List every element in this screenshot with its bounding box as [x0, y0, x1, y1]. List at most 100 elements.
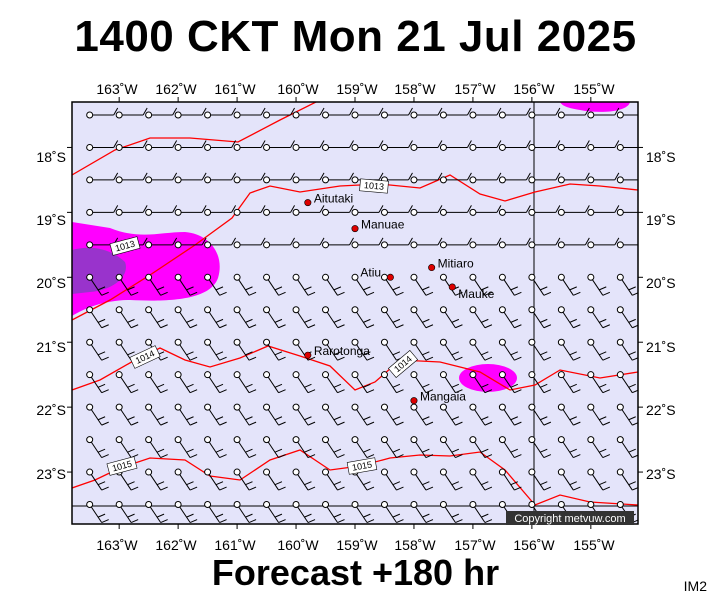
- wind-barb: [233, 172, 266, 184]
- lon-label: 163˚W: [96, 81, 138, 97]
- wind-barb: [616, 306, 638, 329]
- lon-label: 160˚W: [277, 81, 319, 97]
- wind-barb: [351, 205, 384, 216]
- wind-barb: [439, 468, 463, 491]
- wind-barb: [263, 107, 295, 119]
- wind-barb: [351, 436, 375, 459]
- wind-barb: [439, 237, 472, 249]
- wind-barb: [204, 338, 227, 361]
- wind-barb: [322, 501, 345, 523]
- wind-barb: [439, 172, 472, 184]
- wind-barb: [557, 205, 590, 216]
- wind-barb: [263, 140, 295, 151]
- wind-barb: [86, 273, 109, 296]
- wind-barb: [498, 205, 531, 216]
- wind-barb: [263, 403, 286, 426]
- wind-barb: [145, 306, 168, 329]
- wind-barb: [469, 403, 493, 426]
- wind-barb: [204, 306, 227, 329]
- wind-barb: [528, 237, 561, 249]
- wind-barb: [647, 173, 678, 183]
- wind-barb: [528, 172, 561, 184]
- town-label: Atiu: [360, 265, 381, 279]
- wind-barb: [498, 107, 531, 119]
- isobar-1015: [72, 449, 638, 506]
- wind-barb: [410, 140, 443, 151]
- wind-barb: [410, 205, 443, 216]
- isobar-1014: [72, 345, 638, 391]
- wind-barb: [439, 436, 463, 459]
- wind-barb: [204, 501, 227, 523]
- wind-barb: [351, 140, 384, 151]
- wind-barb: [616, 436, 638, 459]
- wind-barb: [647, 502, 669, 523]
- wind-barb: [469, 338, 493, 361]
- wind-barb: [410, 107, 443, 119]
- wind-barb: [233, 205, 266, 216]
- wind-barb: [233, 371, 257, 394]
- wind-barb: [616, 273, 638, 296]
- wind-barb: [292, 306, 316, 329]
- lat-label: 19˚S: [646, 212, 676, 228]
- wind-barb: [322, 172, 354, 184]
- wind-barb: [351, 338, 375, 361]
- wind-barb: [410, 172, 443, 184]
- wind-barb: [174, 501, 198, 523]
- wind-barb: [439, 205, 472, 216]
- wind-barb: [233, 436, 257, 459]
- wind-barb: [115, 205, 148, 216]
- svg-text:1013: 1013: [364, 180, 385, 192]
- wind-barb: [410, 436, 434, 459]
- wind-barb: [528, 403, 552, 426]
- wind-barb: [233, 501, 257, 523]
- wind-barb: [587, 107, 620, 119]
- wind-barb: [616, 241, 638, 249]
- wind-barb: [145, 501, 168, 523]
- lon-labels-top: 163˚W 162˚W 161˚W 160˚W 159˚W 158˚W 157˚…: [96, 81, 615, 97]
- wind-barb: [174, 273, 198, 296]
- wind-barb: [469, 371, 493, 394]
- lon-label: 155˚W: [573, 537, 615, 553]
- wind-barb: [616, 143, 638, 151]
- lat-label: 18˚S: [36, 149, 66, 165]
- wind-barb: [263, 501, 286, 523]
- wind-barb: [439, 140, 472, 151]
- wind-barb: [174, 371, 198, 394]
- rain-area-west-heavy: [72, 247, 126, 294]
- town-label: Manuae: [361, 218, 405, 232]
- lat-label: 20˚S: [36, 275, 66, 291]
- lon-label: 158˚W: [394, 81, 436, 97]
- wind-barb: [204, 403, 227, 426]
- wind-barb: [86, 205, 119, 216]
- isobar-upper: [72, 102, 318, 176]
- wind-barb: [469, 107, 502, 119]
- wind-barb: [233, 403, 257, 426]
- lat-label: 22˚S: [36, 402, 66, 418]
- wind-barb: [410, 501, 434, 523]
- wind-barb: [263, 371, 286, 394]
- wind-barb: [380, 237, 413, 249]
- wind-barb: [174, 468, 198, 491]
- wind-barb: [115, 306, 139, 329]
- town-label: Rarotonga: [314, 344, 370, 358]
- wind-barb: [86, 436, 109, 459]
- wind-barb: [351, 371, 375, 394]
- lat-label: 23˚S: [36, 466, 66, 482]
- wind-barb: [174, 436, 198, 459]
- wind-barb: [469, 140, 502, 151]
- town-label: Mitiaro: [438, 257, 474, 271]
- wind-barb: [204, 107, 237, 119]
- wind-barb: [380, 501, 404, 523]
- wind-barb: [587, 468, 611, 491]
- wind-barb: [263, 237, 295, 249]
- wind-barb: [469, 436, 493, 459]
- town-atiu: Atiu: [360, 265, 394, 281]
- wind-barb: [410, 468, 434, 491]
- wind-barb: [292, 205, 325, 216]
- lon-label: 160˚W: [277, 537, 319, 553]
- isobar-label: 1013: [359, 178, 389, 194]
- wind-barb: [380, 273, 404, 296]
- wind-barb: [322, 371, 345, 394]
- wind-barb: [86, 371, 109, 394]
- wind-barb: [145, 205, 178, 216]
